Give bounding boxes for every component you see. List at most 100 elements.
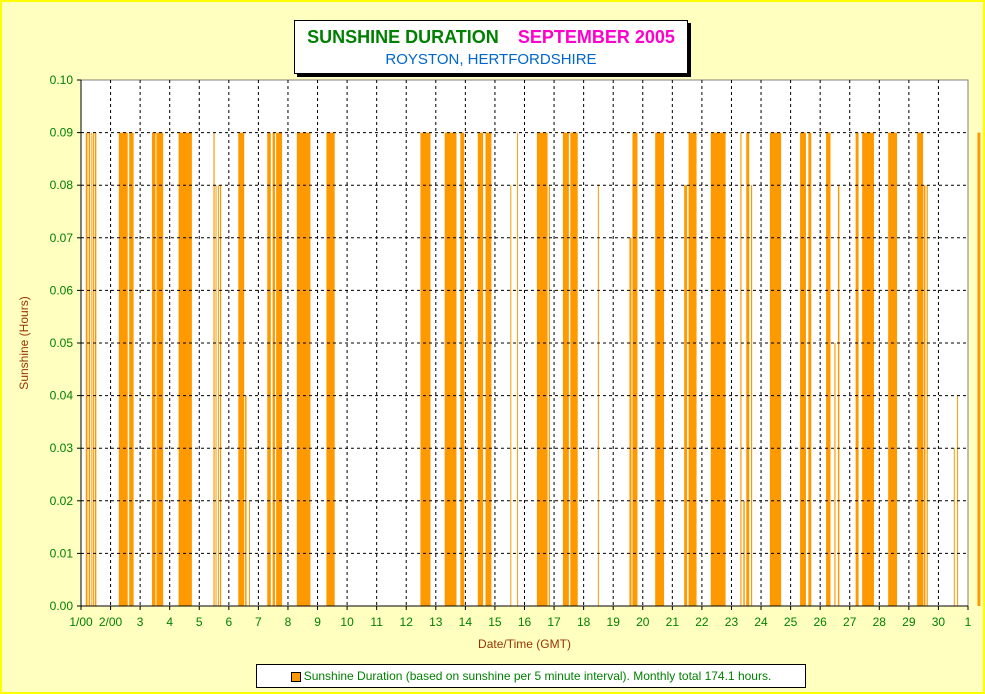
sunshine-bar	[629, 237, 632, 607]
x-tick-label: 3	[137, 615, 144, 629]
x-tick-label: 7	[255, 615, 262, 629]
sunshine-bar	[740, 132, 742, 606]
x-tick-label: 22	[695, 615, 709, 629]
x-tick-label: 26	[813, 615, 827, 629]
sunshine-bar	[178, 132, 192, 606]
sunshine-bar	[91, 132, 93, 606]
sunshine-bar	[632, 132, 638, 606]
sunshine-bar	[94, 132, 97, 606]
x-tick-label: 14	[459, 615, 473, 629]
x-tick-label: 8	[285, 615, 292, 629]
sunshine-bar	[267, 132, 271, 606]
x-tick-label: 1/00	[69, 615, 93, 629]
x-tick-label: 9	[314, 615, 321, 629]
sunshine-bar	[238, 132, 245, 606]
sunshine-bar	[85, 132, 88, 606]
y-tick-label: 0.03	[50, 441, 74, 455]
y-tick-label: 0.01	[50, 546, 74, 560]
chart-title-line: SUNSHINE DURATION SEPTEMBER 2005	[295, 27, 687, 48]
sunshine-bar	[769, 132, 782, 606]
sunshine-bar	[460, 132, 465, 606]
chart-title-month: SEPTEMBER 2005	[517, 27, 675, 47]
sunshine-bar	[129, 132, 134, 606]
x-tick-label: 5	[196, 615, 203, 629]
x-tick-label: 12	[400, 615, 414, 629]
sunshine-bar	[217, 185, 219, 606]
chart-title: SUNSHINE DURATION	[307, 27, 499, 47]
sunshine-bar	[151, 132, 156, 606]
y-tick-label: 0.08	[50, 178, 74, 192]
sunshine-bar	[118, 132, 128, 606]
sunshine-bar	[93, 132, 95, 606]
y-axis-title: Sunshine (Hours)	[17, 296, 31, 389]
sunshine-bar	[536, 132, 548, 606]
sunshine-bar	[917, 132, 924, 606]
x-axis-title: Date/Time (GMT)	[478, 637, 571, 651]
y-tick-label: 0.04	[50, 389, 74, 403]
sunshine-bar	[420, 132, 431, 606]
x-tick-label: 2/00	[99, 615, 123, 629]
y-tick-label: 0.02	[50, 494, 74, 508]
y-tick-label: 0.06	[50, 283, 74, 297]
sunshine-bar	[215, 185, 217, 606]
x-tick-label: 27	[843, 615, 857, 629]
y-tick-label: 0.07	[50, 231, 74, 245]
x-tick-label: 19	[607, 615, 621, 629]
chart-title-box: SUNSHINE DURATION SEPTEMBER 2005 ROYSTON…	[294, 20, 688, 74]
sunshine-bar	[510, 185, 512, 606]
sunshine-bar	[855, 132, 859, 606]
x-tick-label: 23	[725, 615, 739, 629]
sunshine-bar	[272, 132, 275, 606]
sunshine-bar	[953, 448, 955, 606]
sunshine-bar	[562, 132, 569, 606]
x-tick-label: 17	[547, 615, 561, 629]
x-tick-label: 24	[754, 615, 768, 629]
x-tick-label: 4	[166, 615, 173, 629]
sunshine-bar	[655, 132, 665, 606]
sunshine-bar	[808, 132, 812, 606]
sunshine-bar	[88, 132, 91, 606]
sunshine-bar	[517, 132, 519, 606]
sunshine-bar	[276, 132, 283, 606]
x-tick-label: 25	[784, 615, 798, 629]
x-tick-label: 1	[965, 615, 972, 629]
sunshine-bar	[826, 132, 831, 606]
sunshine-bar	[834, 343, 836, 606]
x-tick-label: 16	[518, 615, 532, 629]
sunshine-bar	[888, 132, 898, 606]
x-tick-label: 20	[636, 615, 650, 629]
sunshine-bar	[485, 132, 492, 606]
x-tick-label: 11	[370, 615, 383, 629]
x-tick-label: 21	[666, 615, 680, 629]
sunshine-bar	[750, 185, 753, 606]
legend: Sunshine Duration (based on sunshine per…	[256, 664, 806, 688]
sunshine-bar	[296, 132, 311, 606]
y-tick-label: 0.00	[50, 599, 74, 613]
sunshine-bar	[444, 132, 457, 606]
y-tick-label: 0.10	[50, 73, 74, 87]
sunshine-bar	[862, 132, 874, 606]
legend-label: Sunshine Duration (based on sunshine per…	[303, 669, 772, 683]
x-tick-label: 15	[488, 615, 502, 629]
sunshine-bar	[570, 132, 578, 606]
y-tick-label: 0.09	[50, 126, 74, 140]
legend-swatch	[290, 671, 301, 682]
x-tick-label: 6	[225, 615, 232, 629]
x-tick-label: 30	[932, 615, 946, 629]
sunshine-bar	[746, 132, 750, 606]
x-tick-label: 29	[902, 615, 916, 629]
sunshine-bar	[710, 132, 726, 606]
x-tick-label: 18	[577, 615, 591, 629]
sunshine-bar	[156, 132, 164, 606]
sunshine-bar	[326, 132, 335, 606]
sunshine-bar	[923, 185, 926, 606]
sunshine-bar	[477, 132, 484, 606]
sunshine-bar	[688, 132, 697, 606]
x-tick-label: 10	[340, 615, 354, 629]
x-tick-label: 13	[429, 615, 443, 629]
sunshine-bar	[800, 132, 806, 606]
chart-subtitle: ROYSTON, HERTFORDSHIRE	[385, 51, 597, 68]
sunshine-bar	[684, 185, 688, 606]
sunshine-bar	[743, 500, 745, 606]
